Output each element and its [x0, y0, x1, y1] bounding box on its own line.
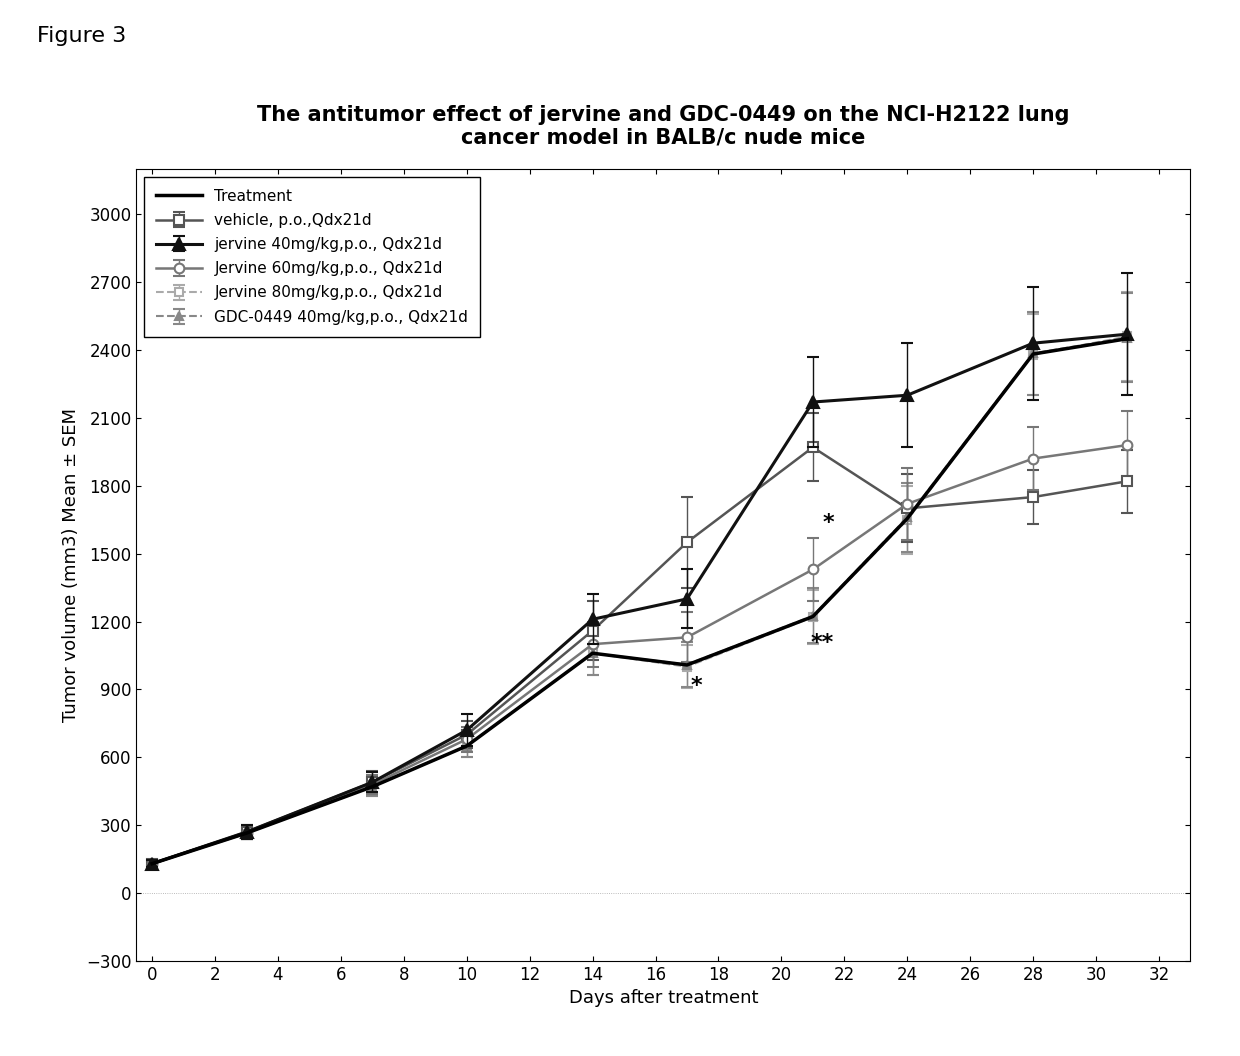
- Legend: Treatment, vehicle, p.o.,Qdx21d, jervine 40mg/kg,p.o., Qdx21d, Jervine 60mg/kg,p: Treatment, vehicle, p.o.,Qdx21d, jervine…: [144, 176, 480, 337]
- Treatment: [900, 512, 915, 525]
- Y-axis label: Tumor volume (mm3) Mean ± SEM: Tumor volume (mm3) Mean ± SEM: [62, 408, 81, 722]
- Treatment: [239, 827, 254, 840]
- Text: Figure 3: Figure 3: [37, 26, 126, 46]
- Treatment: [365, 780, 379, 793]
- Text: *: *: [823, 513, 835, 533]
- X-axis label: Days after treatment: Days after treatment: [569, 989, 758, 1007]
- Treatment: [1120, 333, 1135, 345]
- Treatment: [459, 739, 474, 752]
- Line: Treatment: Treatment: [153, 339, 1127, 864]
- Treatment: [1025, 347, 1040, 360]
- Treatment: [145, 857, 160, 870]
- Title: The antitumor effect of jervine and GDC-0449 on the NCI-H2122 lung
cancer model : The antitumor effect of jervine and GDC-…: [257, 105, 1070, 148]
- Text: **: **: [811, 634, 835, 654]
- Treatment: [585, 647, 600, 660]
- Treatment: [680, 659, 694, 672]
- Text: *: *: [691, 676, 702, 696]
- Treatment: [806, 610, 821, 623]
